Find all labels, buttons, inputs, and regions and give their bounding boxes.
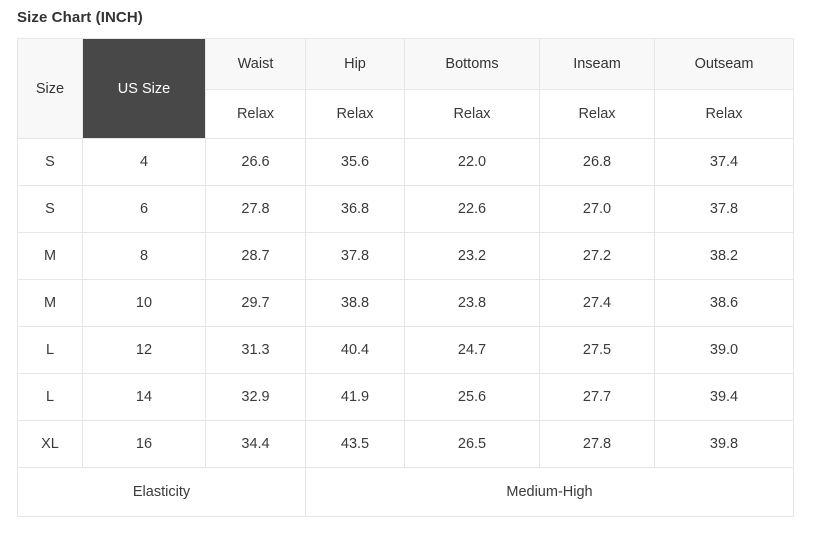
cell-inseam: 27.7 [539,373,655,421]
cell-us-size: 14 [82,373,206,421]
cell-waist: 26.6 [205,138,306,186]
table-footer: Elasticity Medium-High [17,467,794,517]
column-header-inseam: Inseam [539,38,655,90]
elasticity-value: Medium-High [305,467,794,517]
cell-outseam: 39.8 [654,420,794,468]
cell-size: XL [17,420,83,468]
elasticity-row: Elasticity Medium-High [17,467,794,517]
column-subheader-bottoms: Relax [404,89,540,139]
cell-hip: 40.4 [305,326,405,374]
column-header-us-size: US Size [82,38,206,139]
cell-us-size: 6 [82,185,206,233]
table-row: L 12 31.3 40.4 24.7 27.5 39.0 [17,326,794,374]
table-row: S 6 27.8 36.8 22.6 27.0 37.8 [17,185,794,233]
cell-hip: 38.8 [305,279,405,327]
cell-hip: 41.9 [305,373,405,421]
cell-us-size: 10 [82,279,206,327]
column-subheader-inseam: Relax [539,89,655,139]
column-header-waist: Waist [205,38,306,90]
cell-inseam: 27.8 [539,420,655,468]
cell-outseam: 38.6 [654,279,794,327]
cell-outseam: 39.0 [654,326,794,374]
column-header-size: Size [17,38,83,139]
cell-outseam: 37.8 [654,185,794,233]
table-row: XL 16 34.4 43.5 26.5 27.8 39.8 [17,420,794,468]
header-row-secondary: Relax Relax Relax Relax Relax [18,89,794,139]
table-row: L 14 32.9 41.9 25.6 27.7 39.4 [17,373,794,421]
column-header-hip: Hip [305,38,405,90]
cell-bottoms: 26.5 [404,420,540,468]
cell-size: L [17,373,83,421]
page-title: Size Chart (INCH) [17,9,143,26]
cell-bottoms: 23.2 [404,232,540,280]
table-row: S 4 26.6 35.6 22.0 26.8 37.4 [17,138,794,186]
cell-waist: 29.7 [205,279,306,327]
column-subheader-outseam: Relax [654,89,794,139]
cell-size: S [17,185,83,233]
cell-hip: 35.6 [305,138,405,186]
cell-us-size: 16 [82,420,206,468]
cell-outseam: 38.2 [654,232,794,280]
elasticity-label: Elasticity [17,467,306,517]
cell-size: S [17,138,83,186]
cell-hip: 36.8 [305,185,405,233]
cell-waist: 34.4 [205,420,306,468]
cell-inseam: 26.8 [539,138,655,186]
cell-bottoms: 24.7 [404,326,540,374]
cell-hip: 43.5 [305,420,405,468]
column-header-outseam: Outseam [654,38,794,90]
cell-waist: 28.7 [205,232,306,280]
cell-inseam: 27.0 [539,185,655,233]
table-row: M 8 28.7 37.8 23.2 27.2 38.2 [17,232,794,280]
table-row: M 10 29.7 38.8 23.8 27.4 38.6 [17,279,794,327]
cell-inseam: 27.5 [539,326,655,374]
cell-size: M [17,279,83,327]
cell-size: L [17,326,83,374]
column-subheader-waist: Relax [205,89,306,139]
cell-bottoms: 22.0 [404,138,540,186]
header-row-primary: Size US Size Waist Hip Bottoms Inseam Ou… [17,38,794,139]
cell-inseam: 27.4 [539,279,655,327]
cell-waist: 31.3 [205,326,306,374]
cell-bottoms: 25.6 [404,373,540,421]
table-body: S 4 26.6 35.6 22.0 26.8 37.4 S 6 27.8 36… [17,138,794,468]
cell-waist: 32.9 [205,373,306,421]
cell-bottoms: 23.8 [404,279,540,327]
cell-outseam: 39.4 [654,373,794,421]
cell-inseam: 27.2 [539,232,655,280]
cell-bottoms: 22.6 [404,185,540,233]
cell-us-size: 8 [82,232,206,280]
column-subheader-hip: Relax [305,89,405,139]
size-chart-table: Size US Size Waist Hip Bottoms Inseam Ou… [17,38,794,517]
cell-us-size: 12 [82,326,206,374]
cell-size: M [17,232,83,280]
cell-hip: 37.8 [305,232,405,280]
column-header-bottoms: Bottoms [404,38,540,90]
cell-outseam: 37.4 [654,138,794,186]
cell-us-size: 4 [82,138,206,186]
cell-waist: 27.8 [205,185,306,233]
table-header: Size US Size Waist Hip Bottoms Inseam Ou… [17,38,794,139]
